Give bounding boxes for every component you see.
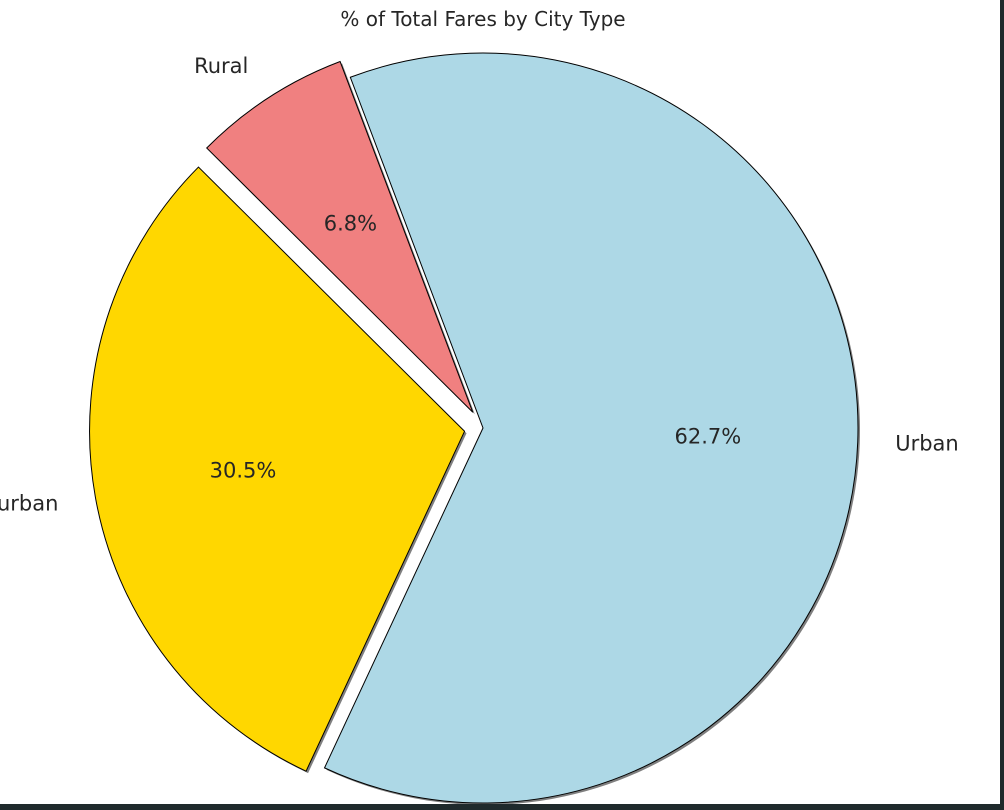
pie-pct-label-suburban: 30.5% [210,459,277,483]
pie-category-label-urban: Urban [895,431,959,455]
pie-pct-label-rural: 6.8% [324,211,377,235]
pie-slice-rural [206,60,474,413]
chart-title: % of Total Fares by City Type [340,7,625,31]
pie-slices [89,52,859,804]
pie-labels: 62.7% Urban 6.8% Rural 30.5% Suburban [0,54,959,515]
pie-slice-suburban [89,166,466,772]
pie-category-label-rural: Rural [194,54,248,78]
pie-category-label-suburban: Suburban [0,492,58,516]
pie-slice-urban [323,52,859,804]
pie-pct-label-urban: 62.7% [674,424,741,448]
